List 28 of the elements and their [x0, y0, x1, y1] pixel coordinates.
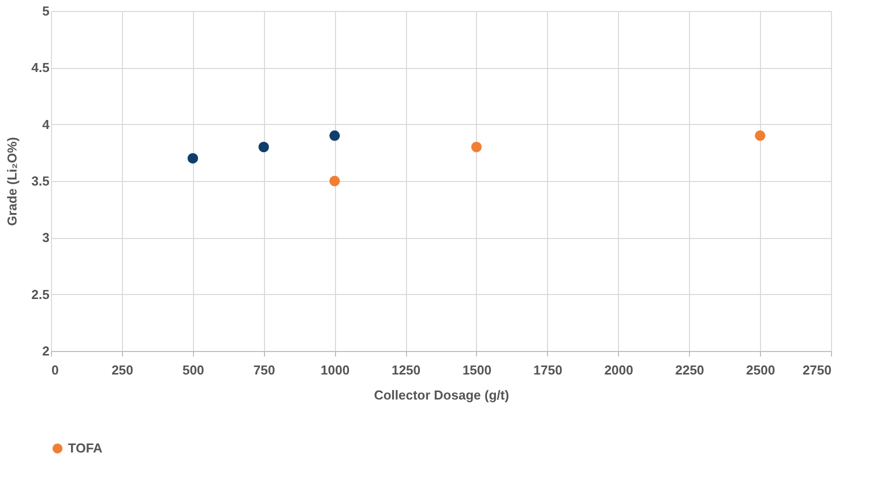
x-tick-label: 0 [52, 362, 59, 378]
x-tick-label: 1500 [462, 362, 492, 378]
y-tick-label: 3.5 [31, 174, 50, 188]
x-tick-label: 1250 [392, 362, 421, 378]
legend-label: TOFA [68, 440, 104, 456]
point [754, 130, 766, 141]
x-axis-title: Collector Dosage (g/t) [374, 388, 510, 402]
x-tick-label: 2000 [604, 362, 634, 378]
point [258, 142, 269, 152]
y-tick-label: 5 [42, 4, 50, 18]
x-tick-label: 250 [112, 362, 134, 378]
point [188, 153, 198, 164]
x-tick-label: 2750 [802, 362, 832, 378]
x-tick-label: 1750 [533, 362, 562, 378]
point [471, 142, 482, 152]
y-axis-title: Grade (Li₂O%) [4, 137, 20, 226]
y-tick-label: 4 [42, 116, 50, 132]
x-tick-label: 2500 [746, 362, 776, 378]
x-tick-label: 500 [182, 362, 204, 378]
x-tick-label: 750 [253, 362, 276, 378]
point [329, 130, 340, 141]
y-tick-label: 2.5 [31, 286, 50, 302]
x-tick-label: 1000 [320, 362, 350, 378]
y-tick-label: 2 [42, 344, 50, 358]
x-tick-label: 2250 [675, 362, 704, 378]
point [329, 176, 340, 186]
y-tick-label: 3 [42, 230, 50, 246]
y-tick-label: 4.5 [31, 60, 50, 76]
